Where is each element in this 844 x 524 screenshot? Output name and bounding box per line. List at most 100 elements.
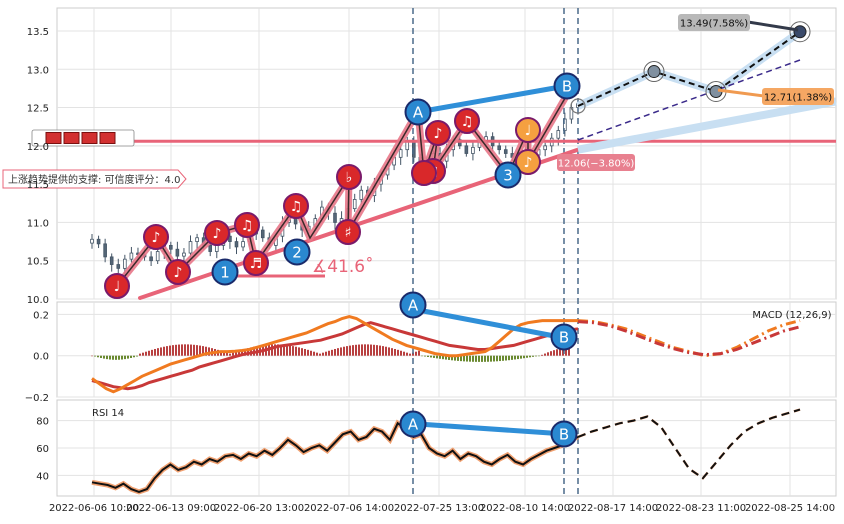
macd-hist-bar [139, 353, 141, 356]
macd-hist-bar [181, 344, 183, 356]
candle-body [471, 146, 475, 154]
x-tick-label: 2022-08-10 14:00 [480, 503, 570, 514]
macd-title: MACD (12,26,9) [752, 310, 831, 321]
macd-hist-bar [241, 349, 243, 356]
pattern-note-symbol: ♩ [525, 123, 532, 139]
macd-ytick-label: −0.2 [25, 393, 49, 404]
macd-hist-bar [304, 348, 306, 356]
macd-hist-bar [274, 344, 276, 356]
candle-body [90, 238, 94, 244]
rsi-title: RSI 14 [92, 408, 124, 419]
macd-hist-bar [496, 355, 498, 362]
macd-hist-bar [172, 345, 174, 356]
macd-hist-bar [547, 352, 549, 356]
price-ytick-label: 12.0 [27, 142, 49, 153]
macd-hist-bar [364, 344, 366, 356]
macd-hist-bar [97, 355, 99, 358]
candle-body [497, 145, 501, 151]
macd-hist-bar [349, 345, 351, 356]
macd-hist-bar [478, 355, 480, 362]
candle-body [155, 251, 160, 262]
candle-body [195, 237, 199, 242]
pattern-note-symbol: ♪ [152, 230, 161, 246]
x-tick-label: 2022-08-25 14:00 [745, 503, 835, 514]
macd-hist-bar [235, 351, 237, 356]
candle-body [543, 145, 547, 151]
macd-hist-bar [370, 344, 372, 356]
macd-hist-bar [493, 355, 495, 362]
rsi-pattern-label-b: B [559, 426, 569, 444]
pattern-note-symbol: ♪ [174, 265, 183, 281]
macd-hist-bar [295, 346, 297, 356]
macd-hist-bar [223, 351, 225, 356]
macd-hist-bar [436, 355, 438, 359]
x-tick-label: 2022-06-13 09:00 [126, 503, 216, 514]
macd-hist-bar [538, 355, 540, 357]
macd-hist-bar [541, 354, 543, 356]
pattern-label-1: 1 [220, 264, 230, 282]
macd-hist-bar [319, 353, 321, 356]
macd-hist-bar [517, 355, 519, 360]
projection-target-ring [643, 61, 665, 83]
macd-hist-bar [334, 348, 336, 356]
pattern-note-symbol: ♪ [213, 226, 222, 242]
macd-hist-bar [166, 346, 168, 356]
pattern-legend-icon [81, 132, 98, 144]
ab-line-rsi [417, 421, 566, 437]
macd-hist-bar [163, 346, 165, 356]
candle-body [398, 149, 403, 158]
macd-hist-bar [325, 351, 327, 356]
projection-label-connector [747, 20, 799, 32]
macd-hist-bar [226, 352, 228, 356]
macd-hist-bar [229, 353, 231, 356]
macd-hist-bar [409, 353, 411, 356]
ab-line-macd [417, 307, 566, 341]
macd-hist-bar [466, 355, 468, 362]
projection-path [577, 30, 801, 107]
candle-body [103, 243, 107, 258]
macd-ytick-label: 0.2 [33, 310, 49, 321]
macd-hist-bar [421, 355, 423, 357]
macd-hist-bar [544, 353, 546, 356]
candle-body [260, 229, 265, 239]
pattern-note-marker [165, 259, 191, 285]
pattern-label-b-marker [553, 72, 581, 100]
pattern-note-symbol: ♫ [461, 114, 474, 130]
macd-hist-bar [232, 352, 234, 356]
candle-body [503, 149, 508, 154]
pattern-label-1-marker [211, 258, 239, 286]
macd-hist-bar [397, 349, 399, 356]
macd-hist-bar [553, 350, 555, 356]
macd-hist-bar [175, 344, 177, 356]
macd-hist-bar [187, 344, 189, 356]
macd-hist-bar [505, 355, 507, 361]
macd-hist-bar [328, 350, 330, 356]
macd-hist-bar [406, 352, 408, 356]
macd-hist-bar [427, 355, 429, 357]
candle-body [149, 256, 153, 262]
x-tick-label: 2022-08-23 11:00 [656, 503, 746, 514]
macd-signal-line [91, 321, 579, 391]
projection-label-box [762, 88, 834, 105]
candle-body [464, 145, 469, 154]
candle-body [214, 244, 219, 252]
pattern-label-a-marker [404, 98, 432, 126]
macd-hist-bar [346, 346, 348, 356]
projection-label-box [678, 14, 750, 31]
macd-hist-bar [316, 352, 318, 356]
candle-body [175, 248, 180, 257]
macd-pattern-label-b: B [559, 329, 569, 347]
macd-hist-bar [385, 346, 387, 356]
macd-line [91, 314, 578, 394]
macd-hist-bar [280, 344, 282, 356]
candle-body [405, 141, 410, 151]
macd-hist-bar [511, 355, 513, 360]
candle-body [359, 189, 364, 200]
macd-hist-bar [154, 348, 156, 356]
macd-hist-bar [238, 350, 240, 356]
pattern-note-marker [243, 250, 269, 276]
candle-body [208, 244, 213, 252]
pattern-label-3: 3 [503, 167, 513, 185]
candle-body [169, 244, 173, 250]
rsi-pattern-label-a: A [408, 416, 419, 434]
